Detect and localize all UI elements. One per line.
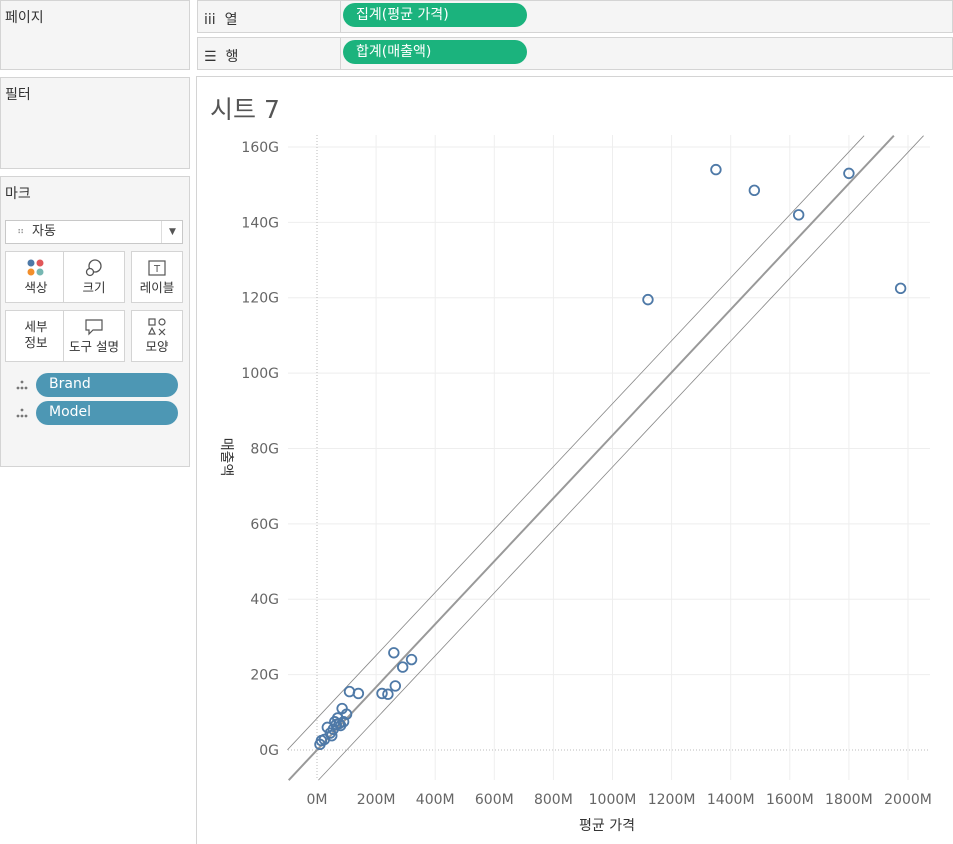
columns-shelf-label: iii 열 bbox=[204, 12, 238, 28]
sheet-title: 시트 7 bbox=[210, 95, 280, 124]
shape-icon bbox=[132, 317, 182, 339]
detail-label: 세부 정보 bbox=[24, 319, 48, 350]
detail-dots-icon bbox=[16, 380, 28, 390]
rows-shelf[interactable]: ☰ 행 합계(매출액) bbox=[197, 37, 953, 70]
model-pill[interactable]: Model bbox=[36, 401, 178, 425]
svg-text:T: T bbox=[153, 264, 161, 275]
color-button[interactable]: 색상 bbox=[5, 251, 67, 303]
size-label: 크기 bbox=[82, 280, 106, 295]
chevron-down-icon: ▼ bbox=[169, 227, 176, 237]
pages-title: 페이지 bbox=[5, 10, 44, 26]
columns-icon: iii bbox=[204, 12, 216, 28]
tooltip-icon bbox=[64, 317, 124, 339]
shape-label: 모양 bbox=[145, 339, 169, 354]
filters-title: 필터 bbox=[5, 87, 31, 103]
mark-type-dropdown[interactable]: ⠶ 자동 ▼ bbox=[5, 220, 183, 244]
color-label: 색상 bbox=[24, 280, 48, 295]
shapes-icon: ⠶ bbox=[17, 226, 25, 237]
rows-icon: ☰ bbox=[204, 49, 217, 65]
tooltip-label: 도구 설명 bbox=[69, 339, 119, 354]
color-icon bbox=[6, 258, 66, 280]
size-button[interactable]: 크기 bbox=[63, 251, 125, 303]
mark-type-value: 자동 bbox=[32, 224, 56, 239]
brand-pill[interactable]: Brand bbox=[36, 373, 178, 397]
label-label: 레이블 bbox=[139, 280, 175, 295]
shape-button[interactable]: 모양 bbox=[131, 310, 183, 362]
label-button[interactable]: T 레이블 bbox=[131, 251, 183, 303]
filters-panel[interactable]: 필터 bbox=[0, 77, 190, 169]
marks-panel: 마크 ⠶ 자동 ▼ 색상 크기 T 레이블 세부 정보 도구 설명 bbox=[0, 176, 190, 467]
detail-dots-icon bbox=[16, 408, 28, 418]
rows-shelf-label: ☰ 행 bbox=[204, 49, 239, 65]
columns-pill[interactable]: 집계(평균 가격) bbox=[343, 3, 527, 27]
shelf-divider bbox=[340, 1, 341, 32]
detail-button[interactable]: 세부 정보 bbox=[5, 310, 67, 362]
pages-panel: 페이지 bbox=[0, 0, 190, 70]
label-icon: T bbox=[132, 258, 182, 280]
size-icon bbox=[64, 258, 124, 280]
dropdown-separator bbox=[161, 221, 162, 243]
rows-pill[interactable]: 합계(매출액) bbox=[343, 40, 527, 64]
tooltip-button[interactable]: 도구 설명 bbox=[63, 310, 125, 362]
columns-shelf[interactable]: iii 열 집계(평균 가격) bbox=[197, 0, 953, 33]
shelf-divider bbox=[340, 38, 341, 69]
marks-title: 마크 bbox=[5, 186, 31, 202]
view-area bbox=[196, 76, 953, 844]
